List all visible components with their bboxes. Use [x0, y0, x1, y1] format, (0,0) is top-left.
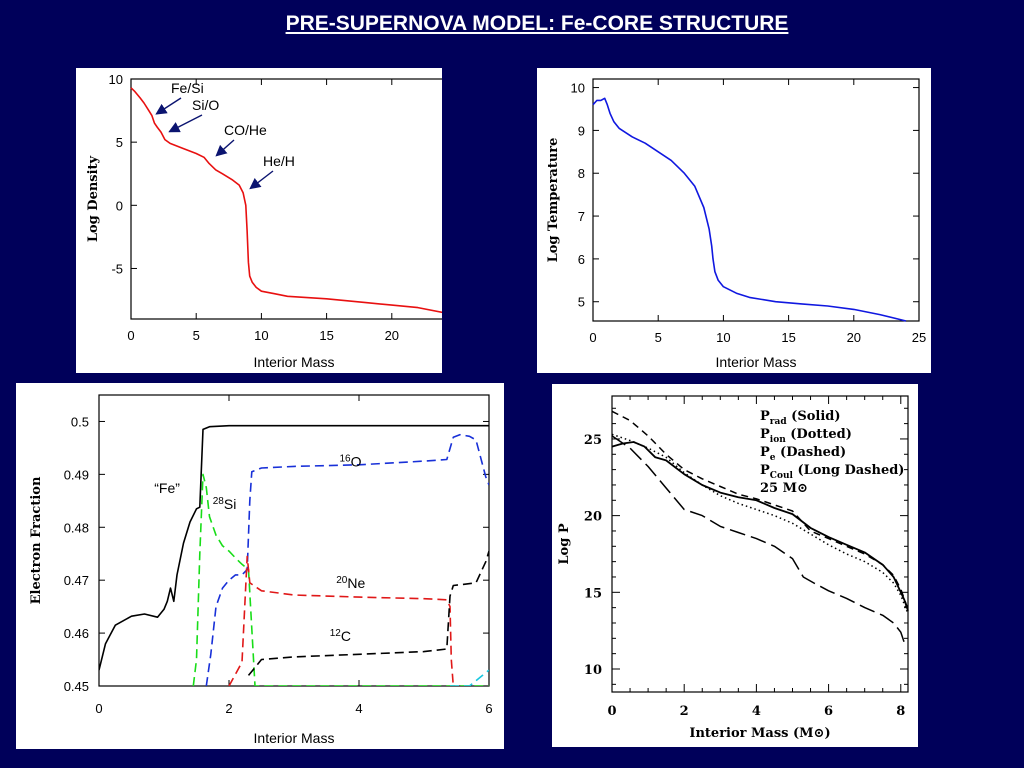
y-tick-label: 10: [584, 663, 602, 678]
x-tick-label: 4: [752, 704, 761, 719]
electron-fraction-series-group: [99, 424, 489, 686]
annotation-label: CO/He: [224, 122, 267, 138]
plot-frame: [592, 78, 920, 322]
y-tick-label: 0.45: [64, 679, 89, 694]
y-tick-label: 25: [584, 433, 602, 448]
x-tick-label: 2: [680, 704, 689, 719]
annotation-label: Si/O: [192, 97, 219, 113]
x-tick-label: 20: [385, 328, 399, 343]
log-temperature-chart: 0 5 10 15 20 25 5 6 7 8 9 10 Interior Mass Log Temper…: [537, 68, 931, 373]
y-tick-label: -5: [111, 261, 123, 276]
y-tick-label: 0.47: [64, 573, 89, 588]
annotation-label: He/H: [263, 153, 295, 169]
annotation-arrow: [155, 97, 182, 115]
density-series-line: [130, 87, 442, 314]
annotation-arrow: [168, 114, 203, 133]
plot-frame: [611, 395, 909, 693]
annotation-arrow: [249, 170, 274, 190]
y-tick-label: 5: [116, 135, 123, 150]
y-tick-label: 10: [571, 81, 585, 96]
x-tick-label: 15: [781, 330, 795, 345]
legend-entry: Pe (Dashed): [760, 445, 846, 463]
electron-fraction-chart: 0 2 4 6 0.5 0.49 0.48 0.47 0.46 0.45 Interior Mass…: [16, 383, 504, 749]
x-tick-label: 0: [95, 701, 102, 716]
pressure-series-line: [611, 433, 909, 615]
series-label: 28Si: [213, 496, 237, 512]
electron-fraction-series-line: [450, 669, 489, 686]
electron-fraction-series-line: [228, 555, 455, 686]
x-tick-label: 20: [847, 330, 861, 345]
x-tick-label: 25: [912, 330, 926, 345]
x-tick-label: 10: [254, 328, 268, 343]
y-tick-label: 15: [584, 586, 602, 601]
y-axis-label: Electron Fraction: [29, 476, 44, 604]
electron-fraction-series-line: [205, 433, 489, 686]
y-tick-label: 6: [578, 252, 585, 267]
x-tick-label: 15: [319, 328, 333, 343]
y-tick-label: 0: [116, 198, 123, 213]
pressure-series-line: [611, 410, 909, 610]
log-pressure-chart: 0 2 4 6 8 10 15 20 25 Interior Mass (M⊙) Log P Prad…: [552, 384, 918, 747]
electron-fraction-series-line: [247, 550, 489, 676]
series-label: “Fe”: [154, 480, 180, 496]
electron-fraction-chart-svg: 0 2 4 6 0.5 0.49 0.48 0.47 0.46 0.45 Interior Mass…: [29, 394, 493, 746]
y-tick-label: 0.5: [71, 414, 89, 429]
x-axis-label: Interior Mass: [254, 730, 335, 746]
x-tick-label: 0: [127, 328, 134, 343]
y-tick-label: 0.49: [64, 467, 89, 482]
y-axis-label: Log Density: [86, 155, 101, 242]
y-tick-label: 8: [578, 166, 585, 181]
electron-fraction-series-line: [192, 473, 489, 686]
x-tick-label: 2: [225, 701, 232, 716]
y-tick-label: 10: [109, 72, 123, 87]
pressure-series-line: [611, 435, 906, 644]
legend-entry: Pion (Dotted): [760, 427, 852, 445]
x-tick-label: 6: [485, 701, 492, 716]
x-tick-label: 0: [607, 704, 616, 719]
x-tick-label: 4: [355, 701, 362, 716]
annotation-label: Fe/Si: [171, 80, 204, 96]
y-axis-label: Log P: [557, 523, 572, 564]
x-tick-label: 5: [655, 330, 662, 345]
slide-title: PRE-SUPERNOVA MODEL: Fe-CORE STRUCTURE: [285, 12, 789, 35]
series-label: 20Ne: [336, 575, 365, 591]
annotation-arrow: [215, 139, 235, 157]
y-tick-label: 9: [578, 123, 585, 138]
log-pressure-chart-svg: 0 2 4 6 8 10 15 20 25 Interior Mass (M⊙) Log P Prad…: [557, 395, 909, 741]
plot-frame: [130, 78, 442, 320]
legend-entry: 25 M⊙: [760, 481, 808, 496]
y-tick-label: 0.46: [64, 626, 89, 641]
plot-frame: [98, 394, 490, 687]
x-tick-label: 0: [589, 330, 596, 345]
y-axis-label: Log Temperature: [546, 138, 561, 263]
y-tick-label: 20: [584, 510, 602, 525]
x-axis-label: Interior Mass: [254, 354, 335, 370]
y-tick-label: 5: [578, 295, 585, 310]
log-temperature-chart-svg: 0 5 10 15 20 25 5 6 7 8 9 10 Interior Mass Log Temper…: [546, 78, 926, 370]
series-label: 12C: [330, 628, 351, 644]
legend-entry: Prad (Solid): [760, 409, 841, 427]
x-tick-label: 10: [716, 330, 730, 345]
x-axis-label: Interior Mass (M⊙): [689, 726, 830, 741]
x-axis-label: Interior Mass: [716, 354, 797, 370]
temperature-series-line: [592, 97, 907, 322]
y-tick-label: 0.48: [64, 520, 89, 535]
x-tick-label: 5: [193, 328, 200, 343]
y-tick-label: 7: [578, 209, 585, 224]
series-label: 16O: [340, 453, 362, 469]
electron-fraction-series-line: [99, 424, 489, 671]
x-tick-label: 6: [824, 704, 833, 719]
x-tick-label: 8: [896, 704, 905, 719]
legend-entry: PCoul (Long Dashed): [760, 463, 904, 481]
